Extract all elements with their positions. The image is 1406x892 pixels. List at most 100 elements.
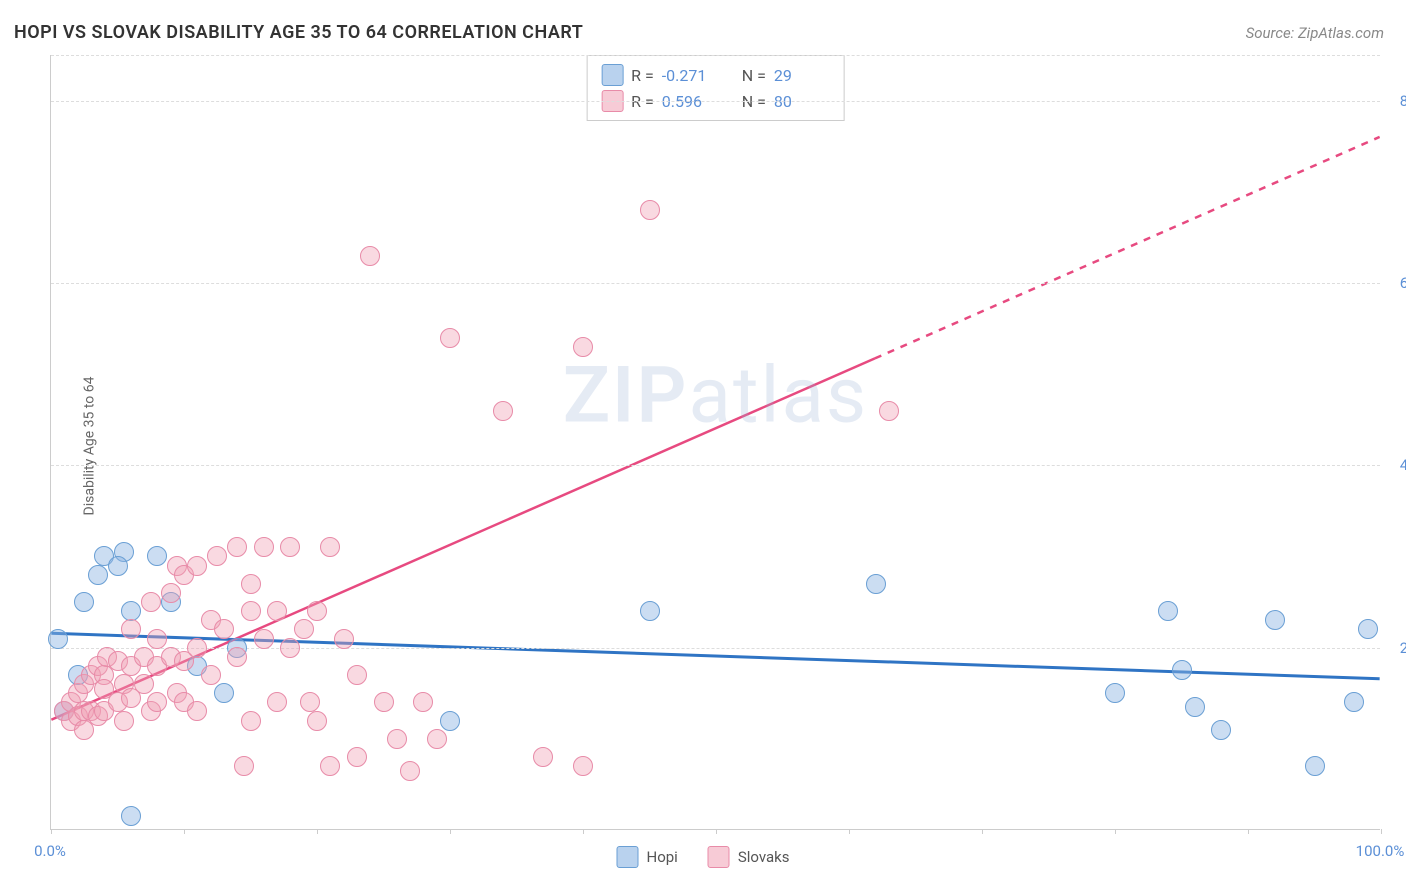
data-point [214, 619, 234, 639]
data-point [254, 629, 274, 649]
data-point [300, 692, 320, 712]
data-point [294, 619, 314, 639]
y-tick-label: 80.0% [1400, 92, 1406, 110]
legend-swatch [617, 846, 639, 868]
data-point [334, 629, 354, 649]
data-point [134, 674, 154, 694]
gridline [51, 101, 1380, 102]
data-point [214, 683, 234, 703]
trend-line-dash [875, 137, 1380, 358]
data-point [573, 756, 593, 776]
x-tick [317, 829, 318, 834]
legend-stat-row: R = -0.271 N = 29 [601, 62, 830, 88]
data-point [1358, 619, 1378, 639]
data-point [1265, 610, 1285, 630]
data-point [121, 619, 141, 639]
data-point [147, 629, 167, 649]
x-tick [1248, 829, 1249, 834]
data-point [201, 665, 221, 685]
gridline [51, 648, 1380, 649]
x-tick-label: 0.0% [34, 842, 66, 860]
data-point [400, 761, 420, 781]
data-point [347, 665, 367, 685]
y-tick-label: 40.0% [1400, 456, 1406, 474]
x-tick [51, 829, 52, 834]
y-tick-label: 60.0% [1400, 274, 1406, 292]
data-point [320, 537, 340, 557]
gridline [51, 465, 1380, 466]
data-point [879, 401, 899, 421]
data-point [533, 747, 553, 767]
source-label: Source: ZipAtlas.com [1246, 24, 1384, 42]
watermark: ZIPatlas [563, 350, 868, 441]
x-tick [716, 829, 717, 834]
data-point [387, 729, 407, 749]
data-point [374, 692, 394, 712]
data-point [1158, 601, 1178, 621]
data-point [320, 756, 340, 776]
data-point [88, 565, 108, 585]
data-point [440, 328, 460, 348]
data-point [640, 200, 660, 220]
data-point [241, 601, 261, 621]
data-point [427, 729, 447, 749]
legend-swatch [708, 846, 730, 868]
data-point [1211, 720, 1231, 740]
data-point [1185, 697, 1205, 717]
x-tick [583, 829, 584, 834]
data-point [121, 601, 141, 621]
data-point [280, 638, 300, 658]
data-point [207, 546, 227, 566]
data-point [114, 711, 134, 731]
legend-stats: R = -0.271 N = 29R = 0.596 N = 80 [586, 55, 845, 121]
data-point [360, 246, 380, 266]
data-point [280, 537, 300, 557]
data-point [48, 629, 68, 649]
data-point [1344, 692, 1364, 712]
data-point [413, 692, 433, 712]
data-point [573, 337, 593, 357]
data-point [307, 711, 327, 731]
data-point [267, 601, 287, 621]
legend-label: Slovaks [738, 848, 790, 866]
legend-item: Hopi [617, 846, 678, 868]
data-point [241, 574, 261, 594]
x-tick [849, 829, 850, 834]
data-point [108, 556, 128, 576]
data-point [74, 592, 94, 612]
data-point [141, 592, 161, 612]
data-point [241, 711, 261, 731]
data-point [1172, 660, 1192, 680]
data-point [440, 711, 460, 731]
legend-item: Slovaks [708, 846, 790, 868]
data-point [254, 537, 274, 557]
x-tick [1115, 829, 1116, 834]
legend-label: Hopi [647, 848, 678, 866]
legend-swatch [601, 64, 623, 86]
x-tick-label: 100.0% [1356, 842, 1405, 860]
data-point [1105, 683, 1125, 703]
data-point [161, 583, 181, 603]
y-tick-label: 20.0% [1400, 639, 1406, 657]
gridline [51, 55, 1380, 56]
data-point [227, 647, 247, 667]
plot-area: ZIPatlas R = -0.271 N = 29R = 0.596 N = … [50, 55, 1380, 830]
data-point [121, 806, 141, 826]
data-point [1305, 756, 1325, 776]
data-point [227, 537, 247, 557]
data-point [234, 756, 254, 776]
data-point [493, 401, 513, 421]
data-point [187, 556, 207, 576]
data-point [187, 701, 207, 721]
x-tick [982, 829, 983, 834]
chart-container: HOPI VS SLOVAK DISABILITY AGE 35 TO 64 C… [0, 0, 1406, 892]
data-point [347, 747, 367, 767]
data-point [147, 692, 167, 712]
chart-title: HOPI VS SLOVAK DISABILITY AGE 35 TO 64 C… [14, 22, 583, 43]
data-point [866, 574, 886, 594]
x-tick [1381, 829, 1382, 834]
gridline [51, 283, 1380, 284]
data-point [187, 638, 207, 658]
x-tick [450, 829, 451, 834]
data-point [640, 601, 660, 621]
